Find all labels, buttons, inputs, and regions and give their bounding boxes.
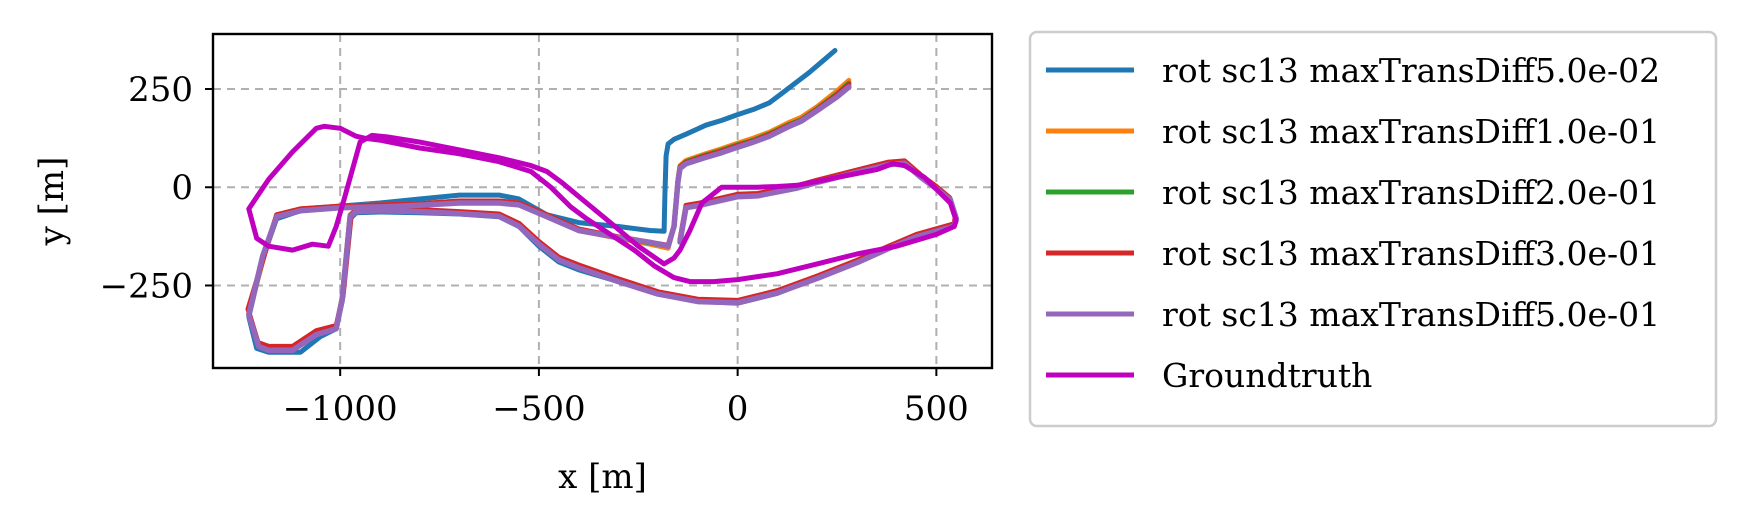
y-tick-label: 0: [171, 168, 193, 208]
legend-label: rot sc13 maxTransDiff2.0e-01: [1162, 173, 1660, 212]
legend: rot sc13 maxTransDiff5.0e-02 rot sc13 max…: [1028, 30, 1718, 428]
y-tick-label: −250: [100, 266, 193, 306]
plot-area-frame: [211, 32, 994, 370]
axis-ticks: −1000 −500 0 500 250 0 −250: [100, 70, 969, 429]
series-lines: [245, 48, 959, 355]
x-tick-label: 0: [727, 389, 749, 429]
y-tick-label: 250: [128, 70, 193, 110]
legend-label: rot sc13 maxTransDiff5.0e-01: [1162, 295, 1660, 334]
legend-box: [1028, 30, 1718, 428]
x-tick-label: −1000: [283, 389, 398, 429]
series-line-0: [246, 48, 959, 355]
legend-label: rot sc13 maxTransDiff3.0e-01: [1162, 234, 1660, 273]
series-line-5: [246, 123, 959, 285]
legend-label: rot sc13 maxTransDiff1.0e-01: [1162, 112, 1660, 151]
y-axis-label: y [m]: [32, 157, 72, 247]
x-tick-label: 500: [904, 389, 969, 429]
legend-label: rot sc13 maxTransDiff5.0e-02: [1162, 51, 1660, 90]
x-axis-label: x [m]: [558, 457, 647, 497]
x-tick-label: −500: [492, 389, 585, 429]
legend-label: Groundtruth: [1162, 356, 1372, 395]
grid-lines: [213, 34, 992, 368]
